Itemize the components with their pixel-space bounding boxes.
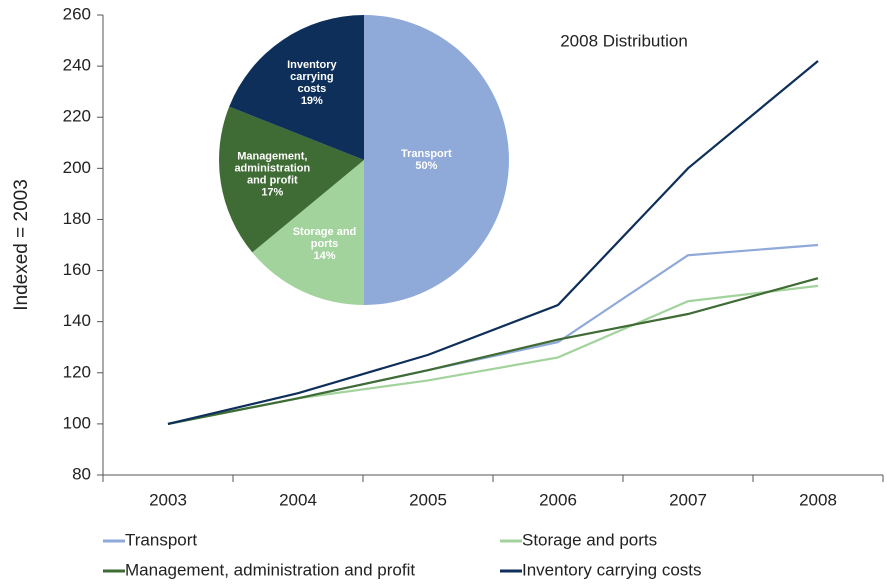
y-tick-label: 260 [63,4,91,23]
y-axis-label: Indexed = 2003 [11,179,32,311]
pie-slice [229,15,364,160]
y-tick-label: 160 [63,260,91,279]
y-tick-label: 220 [63,107,91,126]
x-tick-label: 2006 [539,490,577,509]
legend-label: Storage and ports [522,530,657,549]
pie-label: Storage and ports [293,226,357,250]
pie-slice [219,106,364,253]
pie-value-label: 17% [261,186,283,198]
y-tick-label: 240 [63,56,91,75]
pie-label: Inventory carrying costs [287,59,337,95]
x-tick-label: 2004 [279,490,317,509]
legend-label: Management, administration and profit [125,560,415,579]
pie-title: 2008 Distribution [560,31,688,50]
pie-slice [252,160,364,305]
pie-value-label: 50% [415,160,437,172]
pie-slice [364,15,509,305]
y-tick-label: 80 [72,464,91,483]
x-tick-label: 2003 [149,490,187,509]
y-tick-label: 100 [63,413,91,432]
legend-label: Inventory carrying costs [522,560,702,579]
pie-value-label: 19% [301,95,323,107]
line-series [167,60,819,425]
y-tick-label: 200 [63,158,91,177]
line-series [167,243,819,425]
line-series [167,277,819,425]
pie-value-label: 14% [313,250,335,262]
pie-label: Management, administration and profit [234,150,310,186]
x-tick-label: 2007 [669,490,707,509]
y-tick-label: 180 [63,209,91,228]
x-tick-label: 2008 [799,490,837,509]
x-tick-label: 2005 [409,490,447,509]
y-tick-label: 120 [63,362,91,381]
legend-label: Transport [125,530,197,549]
y-tick-label: 140 [63,311,91,330]
pie-label: Transport [401,148,452,160]
